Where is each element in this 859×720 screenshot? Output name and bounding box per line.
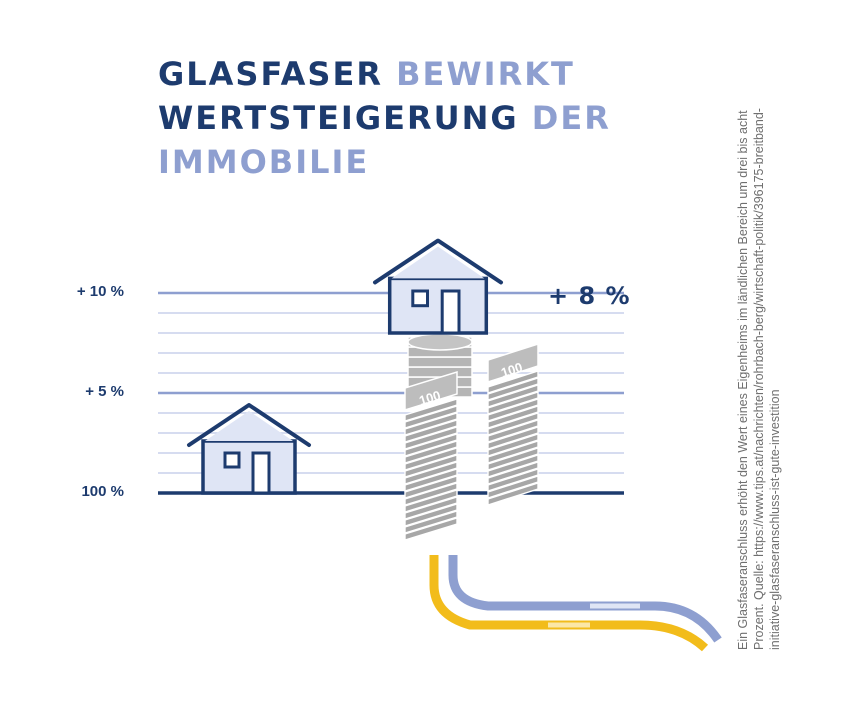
banknote-stack-icon: 100 xyxy=(487,342,539,506)
title-line1-light: BEWIRKT xyxy=(396,55,575,93)
y-tick-label: 100 % xyxy=(81,483,124,500)
y-tick-label: + 10 % xyxy=(76,283,124,300)
title-line3-light: IMMOBILIE xyxy=(158,143,370,181)
house-icon-after xyxy=(373,238,503,335)
title-line1-dark: GLASFASER xyxy=(158,55,383,93)
svg-text:100: 100 xyxy=(499,359,524,380)
title-line2-light: DER xyxy=(531,99,611,137)
source-note: Ein Glasfaseranschluss erhöht den Wert e… xyxy=(736,108,782,650)
value-label: + 8 % xyxy=(548,282,631,310)
fiber-cable-icon xyxy=(429,555,722,652)
chart-title: GLASFASER BEWIRKT WERTSTEIGERUNG DER IMM… xyxy=(158,52,611,184)
title-line2-dark: WERTSTEIGERUNG xyxy=(158,99,519,137)
house-icon-before xyxy=(187,403,311,495)
banknote-stack-icon: 100 xyxy=(404,370,458,541)
svg-text:100: 100 xyxy=(417,388,442,409)
y-tick-label: + 5 % xyxy=(85,383,124,400)
